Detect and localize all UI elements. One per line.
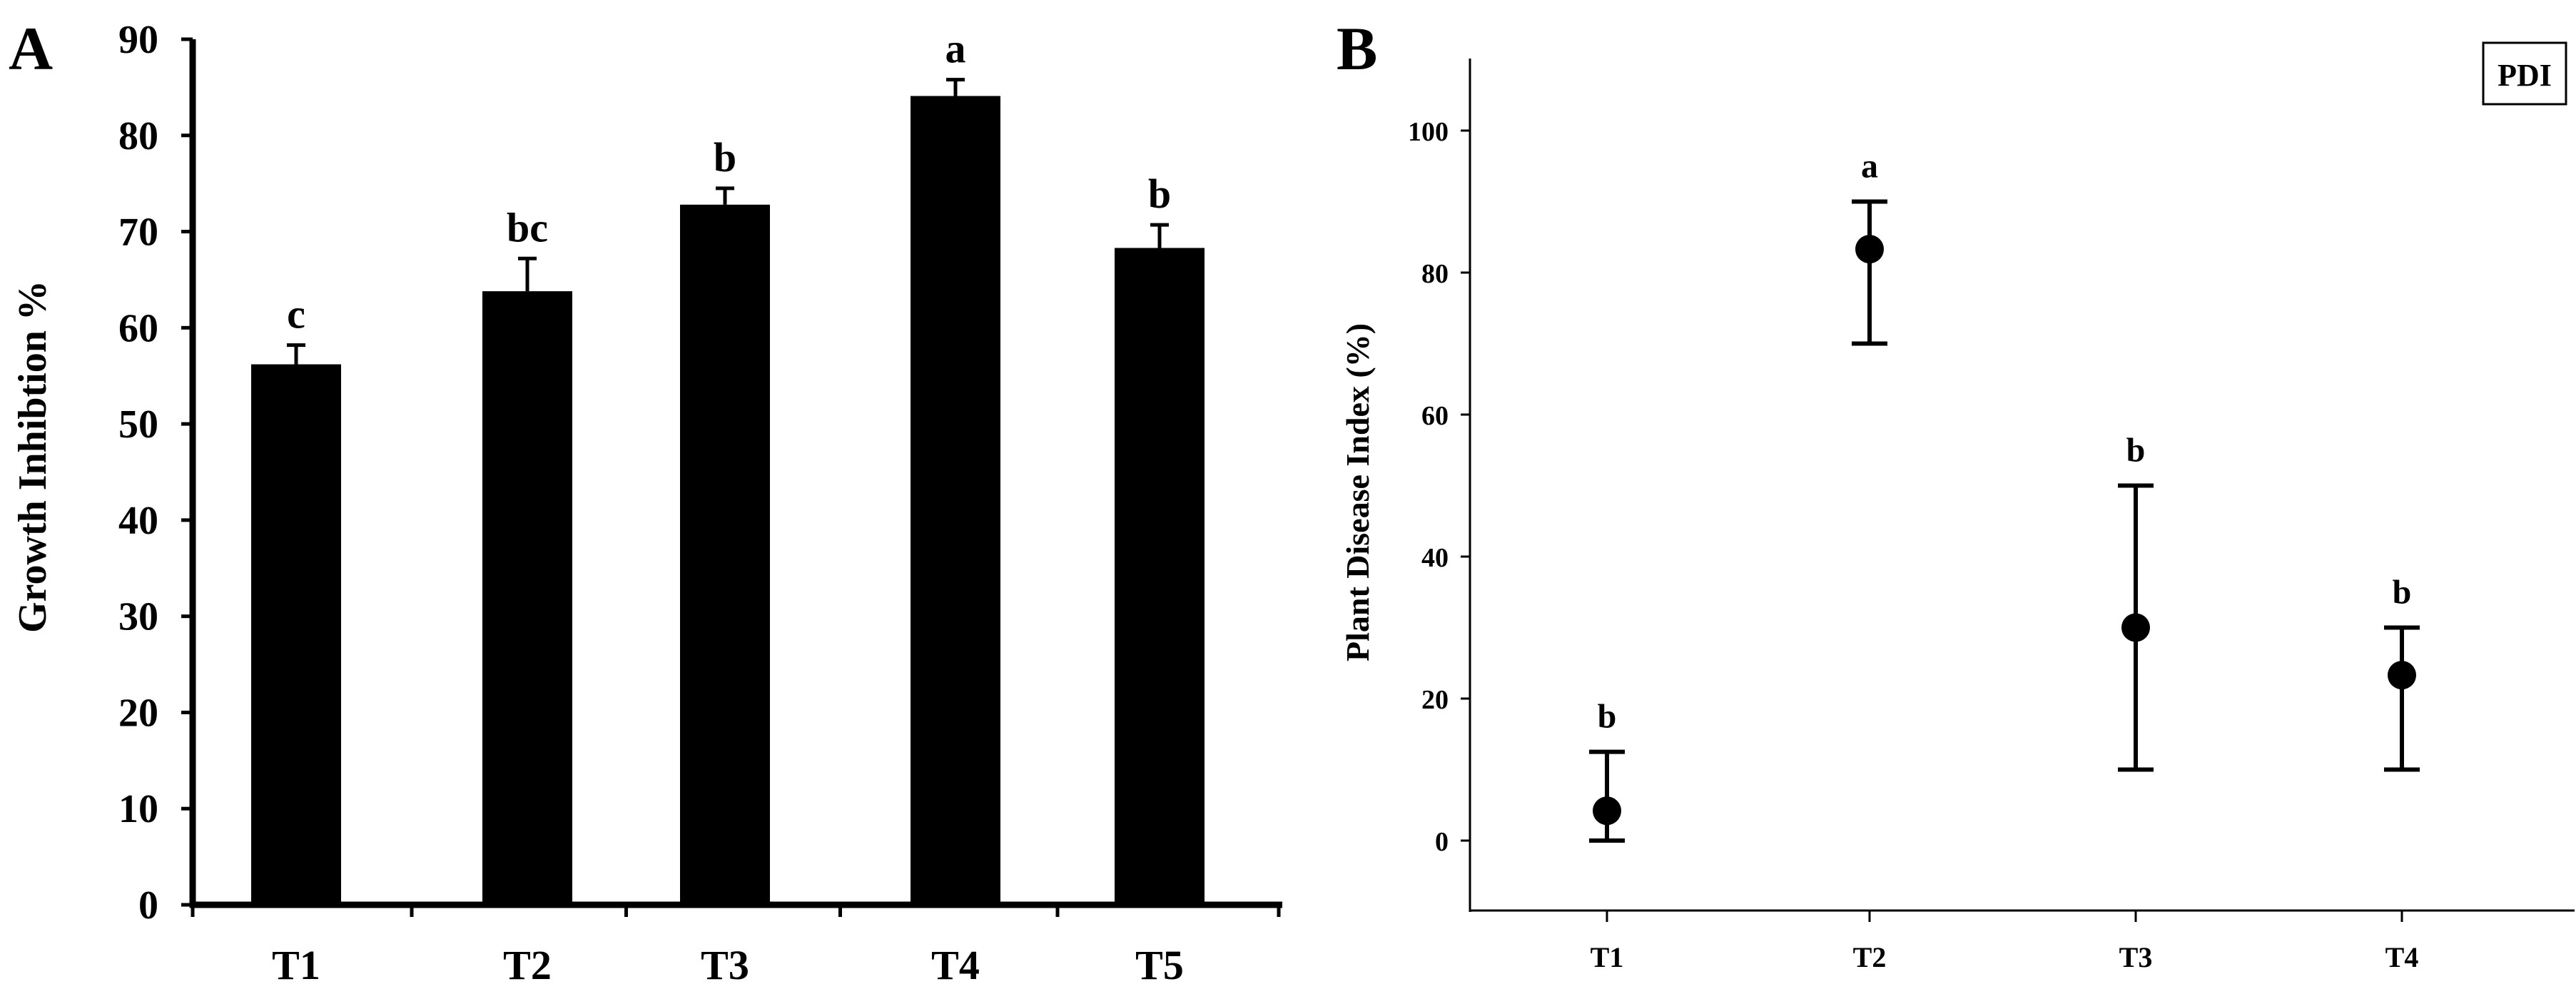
panel-a-significance-label: b — [1148, 171, 1171, 217]
panel-a-bar — [680, 204, 770, 906]
panel-a-significance-label: c — [287, 291, 305, 338]
panel-a-category-label: T5 — [1135, 942, 1184, 988]
panel-b-legend-box — [2482, 41, 2567, 106]
panel-a-y-tick-label: 70 — [118, 211, 158, 255]
panel-a-y-tick-label: 20 — [118, 691, 158, 735]
panel-a-category-label: T2 — [503, 942, 552, 988]
panel-b-category-label: T4 — [2385, 941, 2419, 973]
panel-b-y-tick-label: 20 — [1421, 685, 1449, 715]
panel-a-category-label: T3 — [701, 942, 749, 988]
panel-a-y-tick-label: 40 — [118, 499, 158, 543]
panel-b-points — [1593, 235, 2416, 826]
panel-b-category-labels: T1 T2 T3 T4 — [1591, 941, 2419, 973]
panel-b-y-tick-label: 60 — [1421, 401, 1449, 431]
panel-a-bar — [911, 96, 1000, 905]
panel-b-y-ticks: 0 20 40 60 80 100 — [1408, 117, 1470, 857]
panel-a-bars — [251, 96, 1205, 906]
panel-b-error-bars — [1589, 199, 2420, 843]
panel-a-y-tick-label: 10 — [118, 787, 158, 831]
panel-b-category-label: T1 — [1591, 941, 1624, 973]
panel-b-y-tick-label: 40 — [1421, 543, 1449, 573]
panel-b-significance-labels: b a b b — [1598, 148, 2412, 736]
panel-b-point — [2121, 613, 2150, 642]
panel-a-category-label: T4 — [931, 942, 980, 988]
panel-a-x-ticks — [191, 905, 1281, 917]
panel-b-legend-label: PDI — [2498, 58, 2552, 93]
panel-a-significance-label: a — [945, 26, 966, 72]
panel-b-x-ticks — [1606, 911, 2403, 922]
panel-a-bar — [251, 364, 341, 905]
panel-a-bar — [482, 291, 572, 905]
panel-a-significance-label: bc — [507, 204, 548, 250]
panel-a-bar — [1115, 248, 1205, 905]
panel-a-y-axis-title: Growth Inhibtion % — [11, 280, 55, 633]
panel-b-point — [1593, 796, 1621, 826]
panel-a-y-tick-label: 90 — [118, 18, 158, 62]
panel-a-y-ticks: 0 10 20 30 40 50 60 70 80 90 — [118, 18, 193, 928]
panel-a-significance-labels: c bc b a b — [287, 26, 1171, 338]
panel-a-category-labels: T1 T2 T3 T4 T5 — [272, 942, 1184, 988]
panel-b-category-label: T2 — [1853, 941, 1887, 973]
panel-b: B Plant Disease Index (%) 0 20 40 60 80 100 b… — [1337, 14, 2575, 973]
panel-b-significance-label: b — [2393, 574, 2412, 612]
panel-a-y-tick-label: 50 — [118, 402, 158, 447]
panel-a-y-tick-label: 0 — [138, 883, 158, 928]
panel-a-error-bars — [287, 78, 1169, 365]
panel-b-y-tick-label: 100 — [1408, 117, 1449, 147]
panel-a-category-label: T1 — [272, 942, 320, 988]
panel-a-y-tick-label: 60 — [118, 306, 158, 350]
panel-a-label: A — [9, 14, 53, 83]
panel-a: A Growth Inhibtion % 0 10 20 30 40 50 60 70 80 90… — [9, 14, 1282, 988]
panel-b-significance-label: b — [2126, 432, 2146, 470]
panel-b-point — [2388, 661, 2416, 690]
panel-a-y-tick-label: 80 — [118, 114, 158, 158]
panel-b-significance-label: b — [1598, 698, 1617, 736]
panel-b-y-tick-label: 80 — [1421, 259, 1449, 289]
panel-b-y-tick-label: 0 — [1435, 827, 1449, 857]
panel-a-significance-label: b — [714, 134, 736, 181]
panel-b-significance-label: a — [1861, 148, 1878, 186]
panel-b-legend: PDI — [2482, 41, 2567, 106]
panel-a-y-tick-label: 30 — [118, 595, 158, 639]
panel-b-point — [1855, 235, 1884, 264]
panel-b-y-axis-title: Plant Disease Index (%) — [1339, 323, 1376, 661]
panel-b-label: B — [1337, 14, 1377, 83]
panel-b-category-label: T3 — [2119, 941, 2153, 973]
